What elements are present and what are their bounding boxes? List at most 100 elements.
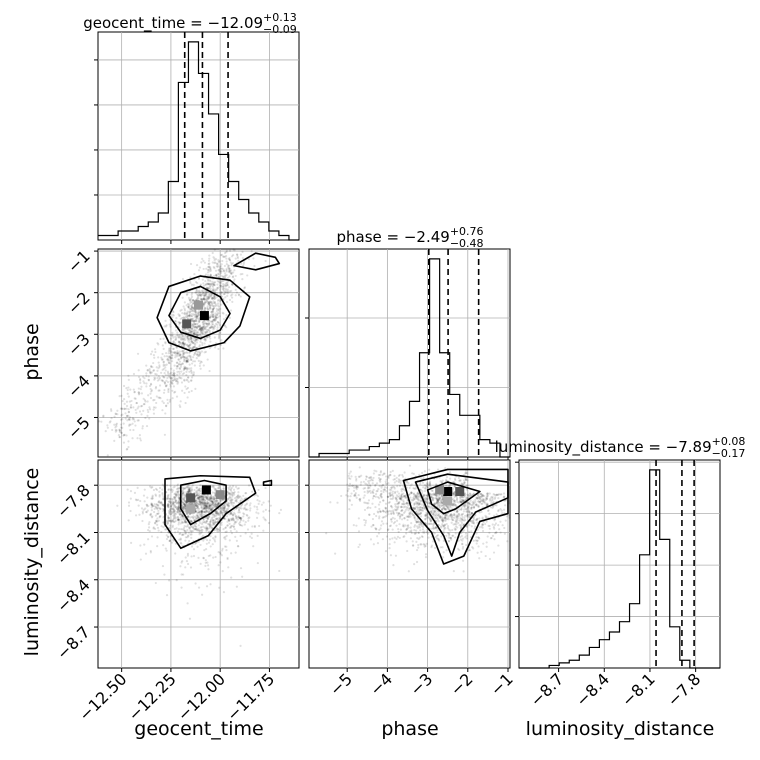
scatter-geocent_time-vs-phase-point-1326 bbox=[200, 327, 203, 330]
scatter-geocent_time-vs-phase-point-1453 bbox=[190, 389, 193, 393]
scatter-geocent_time-vs-phase-point-540 bbox=[110, 409, 113, 413]
scatter-phase-vs-luminosity_distance-point-234 bbox=[419, 482, 422, 485]
scatter-geocent_time-vs-luminosity_distance-point-1020 bbox=[148, 485, 152, 488]
scatter-geocent_time-vs-phase-point-465 bbox=[205, 322, 208, 325]
scatter-geocent_time-vs-luminosity_distance-point-1409 bbox=[250, 532, 253, 535]
scatter-phase-vs-luminosity_distance-point-933 bbox=[409, 512, 412, 515]
scatter-phase-vs-luminosity_distance-point-214 bbox=[383, 486, 387, 489]
scatter-geocent_time-vs-phase-point-243 bbox=[153, 377, 157, 380]
scatter-geocent_time-vs-luminosity_distance-point-1515 bbox=[146, 528, 150, 532]
scatter-geocent_time-vs-luminosity_distance-point-1584 bbox=[141, 512, 144, 515]
scatter-phase-vs-luminosity_distance-point-1194 bbox=[424, 494, 427, 497]
scatter-phase-vs-luminosity_distance-point-1207 bbox=[464, 518, 467, 522]
scatter-geocent_time-vs-phase-point-1374 bbox=[178, 404, 181, 407]
scatter-geocent_time-vs-phase-point-515 bbox=[230, 264, 233, 267]
scatter-geocent_time-vs-phase-point-412 bbox=[195, 311, 198, 314]
scatter-geocent_time-vs-phase-point-1408 bbox=[158, 396, 161, 399]
scatter-geocent_time-vs-phase-point-126 bbox=[129, 405, 132, 409]
scatter-geocent_time-vs-luminosity_distance-point-622 bbox=[186, 534, 190, 537]
scatter-geocent_time-vs-luminosity_distance-point-1594 bbox=[225, 502, 228, 506]
scatter-geocent_time-vs-phase-point-638 bbox=[210, 303, 213, 306]
scatter-geocent_time-vs-phase-point-632 bbox=[169, 349, 172, 352]
scatter-geocent_time-vs-phase-point-736 bbox=[163, 376, 166, 379]
scatter-geocent_time-vs-luminosity_distance-point-1121 bbox=[166, 535, 170, 539]
scatter-geocent_time-vs-phase-point-1278 bbox=[220, 339, 223, 342]
scatter-geocent_time-vs-phase-point-226 bbox=[232, 271, 235, 274]
scatter-phase-vs-luminosity_distance-point-1221 bbox=[497, 544, 500, 547]
scatter-geocent_time-vs-phase-point-503 bbox=[175, 395, 179, 398]
scatter-geocent_time-vs-phase-point-5 bbox=[181, 338, 184, 341]
scatter-geocent_time-vs-phase-point-909 bbox=[190, 300, 193, 303]
scatter-geocent_time-vs-phase-point-1250 bbox=[179, 317, 182, 320]
scatter-geocent_time-vs-phase-point-449 bbox=[138, 433, 141, 437]
scatter-geocent_time-vs-luminosity_distance-point-1497 bbox=[186, 552, 190, 555]
scatter-geocent_time-vs-phase-point-1376 bbox=[137, 393, 141, 396]
scatter-geocent_time-vs-phase-point-672 bbox=[212, 314, 215, 317]
scatter-geocent_time-vs-phase-point-1385 bbox=[227, 258, 231, 261]
scatter-geocent_time-vs-phase-point-1287 bbox=[182, 316, 185, 319]
scatter-geocent_time-vs-phase-point-1025 bbox=[169, 376, 172, 380]
scatter-geocent_time-vs-luminosity_distance-point-695 bbox=[196, 545, 199, 548]
scatter-phase-vs-luminosity_distance-point-1053 bbox=[370, 477, 373, 480]
scatter-phase-vs-luminosity_distance-point-471 bbox=[415, 529, 418, 532]
scatter-phase-vs-luminosity_distance-point-954 bbox=[372, 523, 375, 527]
scatter-geocent_time-vs-phase-point-539 bbox=[239, 273, 242, 276]
scatter-geocent_time-vs-luminosity_distance-point-489 bbox=[234, 535, 237, 538]
scatter-geocent_time-vs-luminosity_distance-point-1421 bbox=[176, 510, 179, 513]
scatter-geocent_time-vs-phase-point-614 bbox=[182, 334, 185, 338]
scatter-geocent_time-vs-phase-point-1121 bbox=[246, 274, 249, 277]
scatter-geocent_time-vs-luminosity_distance-point-1588 bbox=[171, 519, 175, 523]
scatter-geocent_time-vs-phase-point-937 bbox=[169, 352, 172, 355]
scatter-geocent_time-vs-phase-point-860 bbox=[185, 370, 188, 373]
scatter-geocent_time-vs-phase-point-149 bbox=[218, 309, 221, 313]
scatter-geocent_time-vs-luminosity_distance-point-898 bbox=[240, 507, 243, 510]
scatter-phase-vs-luminosity_distance-point-1274 bbox=[402, 499, 405, 502]
scatter-geocent_time-vs-phase-point-1664 bbox=[195, 326, 198, 329]
scatter-geocent_time-vs-luminosity_distance-point-830 bbox=[171, 524, 174, 527]
scatter-geocent_time-vs-phase-point-1133 bbox=[217, 275, 220, 278]
scatter-geocent_time-vs-phase-point-1292 bbox=[176, 382, 179, 385]
scatter-geocent_time-vs-luminosity_distance-point-1617 bbox=[195, 527, 198, 531]
scatter-geocent_time-vs-luminosity_distance-point-1462 bbox=[249, 509, 252, 512]
scatter-geocent_time-vs-phase-point-507 bbox=[167, 349, 170, 353]
scatter-geocent_time-vs-luminosity_distance-point-1574 bbox=[184, 532, 187, 535]
scatter-geocent_time-vs-phase-point-435 bbox=[161, 368, 164, 371]
scatter-geocent_time-vs-phase-point-792 bbox=[202, 304, 206, 307]
scatter-geocent_time-vs-phase-point-1300 bbox=[148, 371, 152, 374]
scatter-phase-vs-luminosity_distance-point-750 bbox=[475, 536, 478, 539]
scatter-geocent_time-vs-phase-point-99 bbox=[175, 377, 178, 380]
scatter-geocent_time-vs-luminosity_distance-point-1291 bbox=[219, 499, 222, 503]
scatter-geocent_time-vs-phase-point-1338 bbox=[186, 357, 189, 361]
scatter-geocent_time-vs-phase-point-1197 bbox=[133, 390, 136, 394]
scatter-geocent_time-vs-phase-point-216 bbox=[185, 356, 188, 359]
scatter-geocent_time-vs-phase-point-1681 bbox=[183, 312, 186, 315]
scatter-phase-vs-luminosity_distance-point-1098 bbox=[421, 481, 425, 484]
scatter-geocent_time-vs-phase-point-988 bbox=[200, 326, 203, 329]
scatter-geocent_time-vs-phase-point-677 bbox=[221, 280, 224, 283]
scatter-geocent_time-vs-phase-point-802 bbox=[122, 384, 126, 388]
scatter-geocent_time-vs-phase-point-1097 bbox=[192, 373, 195, 376]
scatter-geocent_time-vs-phase-point-519 bbox=[208, 323, 211, 326]
scatter-geocent_time-vs-phase-point-573 bbox=[158, 365, 161, 368]
scatter-geocent_time-vs-phase-point-296 bbox=[179, 354, 182, 357]
scatter-phase-vs-luminosity_distance-point-1306 bbox=[400, 509, 404, 512]
scatter-geocent_time-vs-phase-point-1727 bbox=[175, 317, 178, 320]
scatter-phase-vs-luminosity_distance-point-247 bbox=[475, 532, 478, 535]
scatter-geocent_time-vs-luminosity_distance-point-870 bbox=[166, 484, 169, 487]
scatter-phase-vs-luminosity_distance-point-1176 bbox=[465, 537, 468, 540]
scatter-phase-vs-luminosity_distance-point-1133 bbox=[380, 520, 384, 523]
scatter-phase-vs-luminosity_distance-point-1154 bbox=[453, 536, 457, 539]
scatter-geocent_time-vs-phase-point-201 bbox=[187, 380, 190, 383]
scatter-geocent_time-vs-phase-point-1716 bbox=[133, 397, 136, 400]
scatter-phase-vs-luminosity_distance-point-396 bbox=[370, 525, 373, 528]
scatter-geocent_time-vs-phase-point-1101 bbox=[222, 347, 225, 350]
scatter-geocent_time-vs-luminosity_distance-point-1265 bbox=[202, 518, 205, 521]
scatter-geocent_time-vs-phase-point-876 bbox=[123, 433, 126, 436]
scatter-geocent_time-vs-phase-point-468 bbox=[190, 330, 194, 333]
scatter-geocent_time-vs-phase-point-1196 bbox=[118, 428, 121, 431]
scatter-geocent_time-vs-phase-point-1204 bbox=[165, 325, 168, 328]
scatter-geocent_time-vs-phase-point-552 bbox=[154, 350, 157, 354]
scatter-phase-vs-luminosity_distance-point-983 bbox=[407, 509, 410, 512]
scatter-phase-vs-luminosity_distance-point-590 bbox=[404, 496, 407, 499]
scatter-geocent_time-vs-phase-point-877 bbox=[192, 333, 195, 336]
